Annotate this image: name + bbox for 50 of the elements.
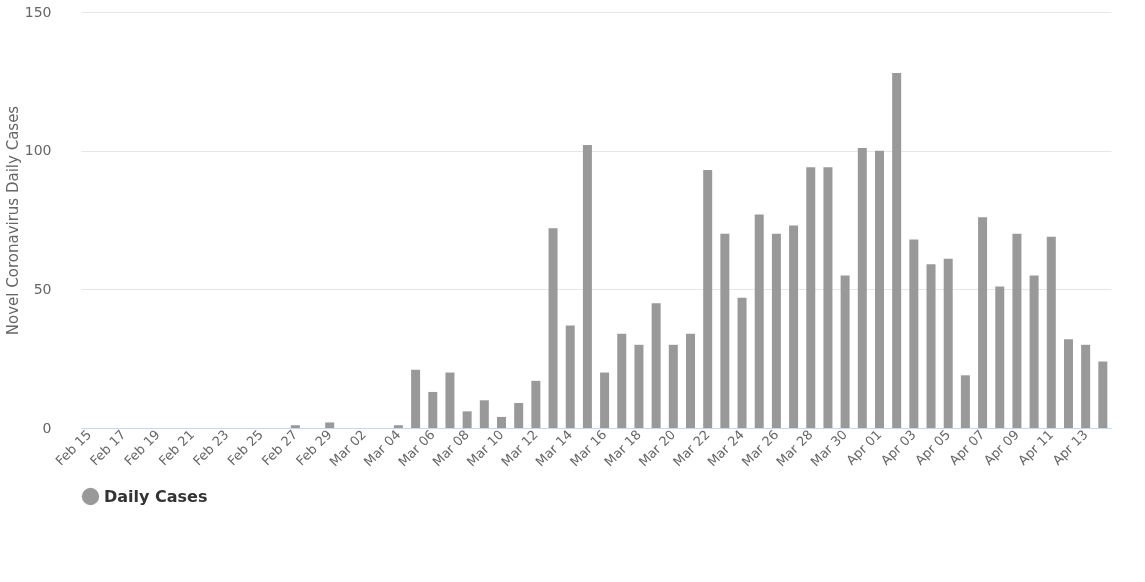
bar xyxy=(960,375,970,428)
bar xyxy=(806,167,816,428)
bar xyxy=(565,325,575,428)
bar xyxy=(1046,236,1056,428)
bar xyxy=(737,297,747,428)
bar xyxy=(892,73,902,428)
bar xyxy=(290,425,300,428)
bar xyxy=(428,391,438,428)
bar xyxy=(1081,344,1091,428)
bar xyxy=(617,333,627,428)
bar xyxy=(325,422,335,428)
bar xyxy=(789,225,799,428)
bar xyxy=(926,264,936,428)
bar xyxy=(874,150,884,428)
bar xyxy=(1012,233,1022,428)
bar xyxy=(978,217,988,428)
y-axis-title: Novel Coronavirus Daily Cases xyxy=(3,105,22,336)
bar xyxy=(754,214,764,428)
bar xyxy=(651,303,661,428)
y-tick-label: 0 xyxy=(42,419,52,436)
bar xyxy=(531,380,541,428)
bar xyxy=(686,333,695,428)
bar xyxy=(1029,275,1039,428)
bar xyxy=(720,233,730,428)
y-tick-label: 50 xyxy=(33,280,52,297)
bar xyxy=(1098,361,1108,428)
bar xyxy=(909,239,919,428)
bar xyxy=(634,344,644,428)
bar xyxy=(703,170,713,428)
bar xyxy=(445,372,455,428)
bar xyxy=(393,425,403,428)
y-tick-label: 100 xyxy=(24,142,52,159)
bar xyxy=(857,147,867,428)
bar xyxy=(411,369,421,428)
y-tick-label: 150 xyxy=(24,3,52,20)
bar xyxy=(600,372,610,428)
bar xyxy=(771,233,781,428)
bar xyxy=(497,416,506,428)
bar xyxy=(548,228,558,428)
bar xyxy=(995,286,1005,428)
bar xyxy=(479,400,489,428)
legend-label: Daily Cases xyxy=(104,486,208,506)
bar xyxy=(514,403,524,428)
bar xyxy=(840,275,850,428)
bar xyxy=(1063,339,1073,428)
bar xyxy=(943,258,953,428)
bar xyxy=(462,411,472,428)
bar xyxy=(668,344,678,428)
bar xyxy=(582,145,592,428)
bar xyxy=(823,167,833,428)
